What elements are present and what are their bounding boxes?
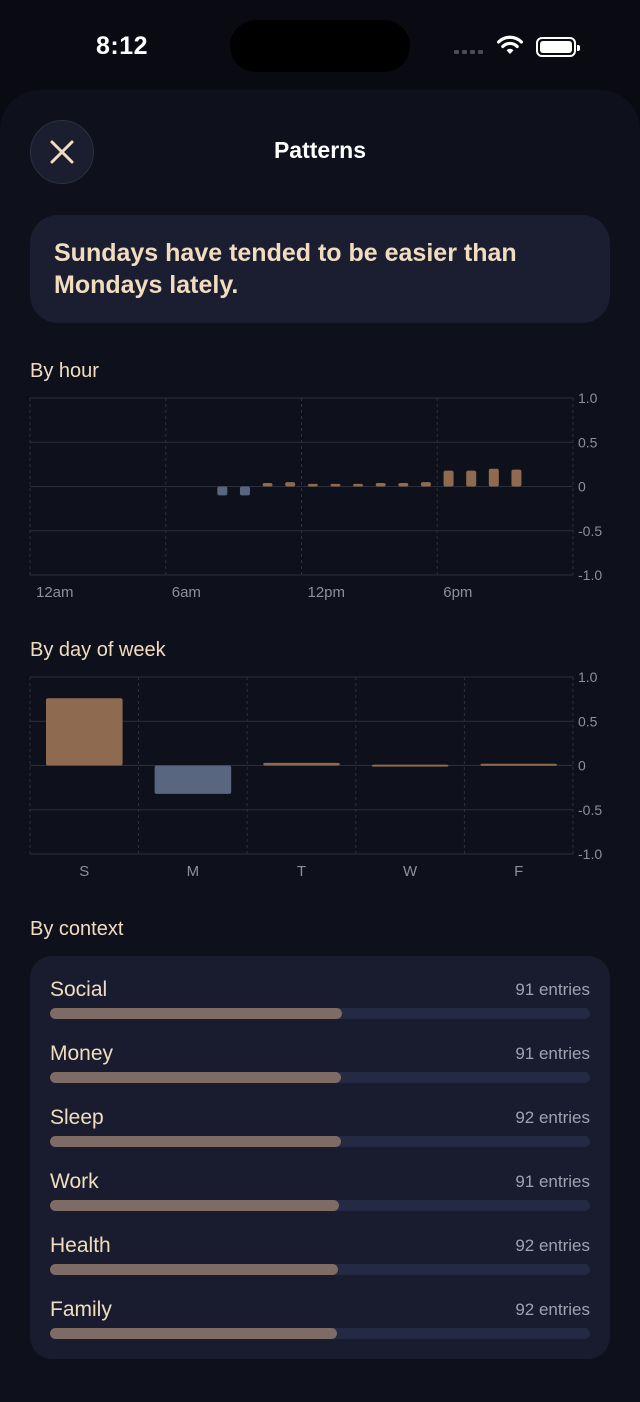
context-bar-track [50,1328,590,1339]
day-bar [46,698,123,766]
hour-bar [262,482,273,487]
close-button[interactable] [30,120,94,184]
y-tick-label: 0.5 [578,713,598,729]
wifi-icon [497,35,523,54]
context-bar-fill [50,1008,342,1019]
context-row-money[interactable]: Money 91 entries [50,1040,590,1104]
hour-bar [488,468,499,487]
close-icon [50,140,74,164]
context-row-work[interactable]: Work 91 entries [50,1168,590,1232]
section-label-by-hour: By hour [30,360,99,382]
day-chart-svg: 1.0 0.5 0 -0.5 -1.0 S M T W F [29,669,602,880]
context-count: 92 entries [515,1108,590,1127]
y-tick-label: -0.5 [578,802,602,818]
context-bar-fill [50,1136,341,1147]
y-tick-label: 0 [578,479,586,495]
hour-bar [307,483,318,487]
hour-bar [285,482,296,487]
context-bar-track [50,1072,590,1083]
hour-bar [511,469,522,487]
section-label-by-day: By day of week [30,639,166,661]
hour-bar [353,483,364,487]
context-bar-fill [50,1072,341,1083]
grid [29,397,574,576]
insight-text: Sundays have tended to be easier than Mo… [54,239,517,299]
x-tick-label: 6am [172,584,201,601]
page-title: Patterns [273,137,367,163]
context-bar-fill [50,1264,339,1275]
day-bar [480,763,557,766]
status-time: 8:12 [96,32,149,60]
y-tick-label: 0.5 [578,434,598,450]
x-tick-label: T [297,863,306,880]
y-tick-label: -1.0 [578,567,602,583]
day-chart: 1.0 0.5 0 -0.5 -1.0 S M T W F [0,667,640,887]
hour-chart-svg: 1.0 0.5 0 -0.5 -1.0 12am 6am 12pm 6pm [29,390,602,601]
status-bar: 8:12 [0,0,640,92]
context-name: Family [50,1298,112,1321]
context-count: 92 entries [515,1300,590,1319]
insight-card: Sundays have tended to be easier than Mo… [30,215,610,323]
context-bar-fill [50,1328,338,1339]
day-bar [371,764,449,767]
battery-icon [536,37,580,57]
context-name: Money [50,1042,114,1065]
context-bar-track [50,1264,590,1275]
context-row-social[interactable]: Social 91 entries [50,976,590,1040]
context-row-family[interactable]: Family 92 entries [50,1296,590,1360]
x-tick-label: 12pm [308,584,346,601]
context-bar-track [50,1200,590,1211]
hour-bar [239,486,250,496]
context-count: 91 entries [515,1044,590,1063]
context-card: Social 91 entries Money 91 entries Sleep 92 e… [30,956,610,1359]
context-count: 91 entries [515,1172,590,1191]
dynamic-island [230,20,410,72]
y-tick-label: -1.0 [578,846,602,862]
context-bar-track [50,1136,590,1147]
hour-bar [398,482,409,487]
y-tick-label: 0 [578,758,586,774]
x-tick-label: 6pm [443,584,472,601]
hour-chart: 1.0 0.5 0 -0.5 -1.0 12am 6am 12pm 6pm [0,388,640,608]
hour-bar [330,483,341,487]
x-tick-label: W [403,863,418,880]
cellular-signal-icon [454,50,483,54]
hour-bar [375,482,386,487]
context-name: Work [50,1170,99,1193]
x-tick-label: 12am [36,584,74,601]
day-bar [263,762,340,766]
context-name: Health [50,1234,111,1257]
x-tick-label: S [79,863,89,880]
y-tick-label: -0.5 [578,523,602,539]
context-row-sleep[interactable]: Sleep 92 entries [50,1104,590,1168]
context-count: 92 entries [515,1236,590,1255]
section-label-by-context: By context [30,918,124,940]
y-tick-label: 1.0 [578,390,598,406]
context-row-health[interactable]: Health 92 entries [50,1232,590,1296]
context-name: Sleep [50,1106,104,1129]
hour-bar [466,470,477,487]
day-bar [154,765,232,794]
hour-bar [443,470,454,487]
hour-bar [420,482,431,487]
context-bar-fill [50,1200,340,1211]
y-tick-label: 1.0 [578,669,598,685]
x-tick-label: F [514,863,523,880]
context-count: 91 entries [515,980,590,999]
context-bar-track [50,1008,590,1019]
context-name: Social [50,978,108,1001]
x-tick-label: M [187,863,200,880]
hour-bar [217,486,228,496]
